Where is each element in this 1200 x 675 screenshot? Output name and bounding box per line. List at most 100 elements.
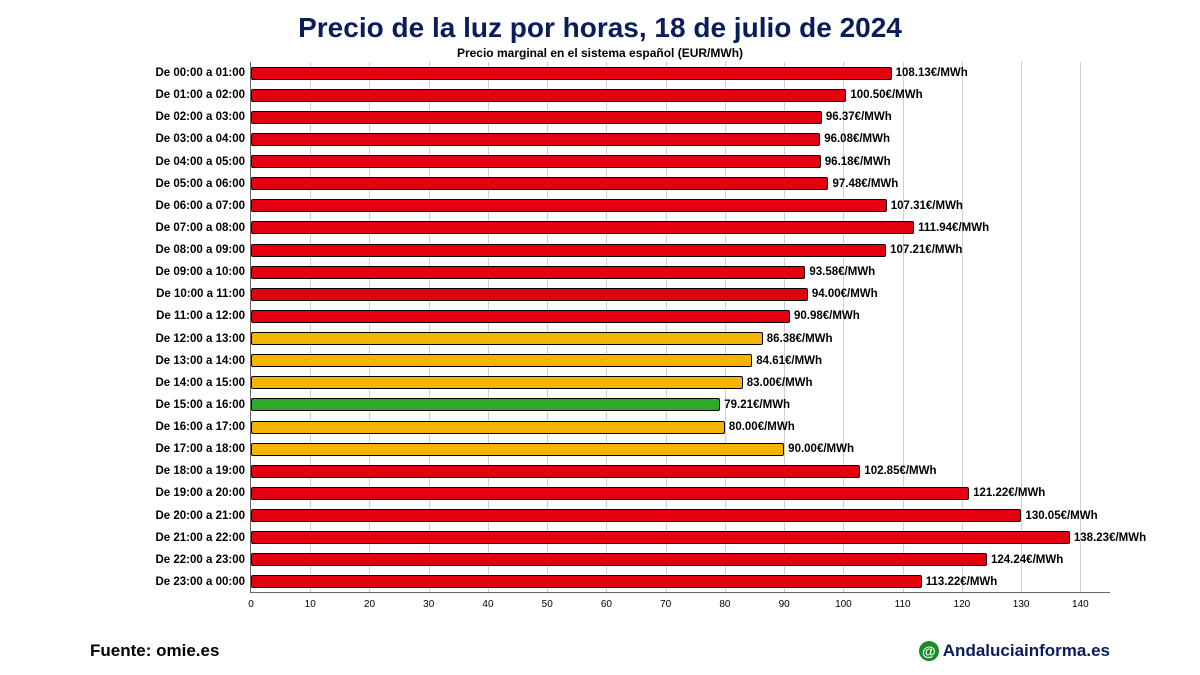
- value-label: 90.98€/MWh: [794, 310, 860, 322]
- category-label: De 05:00 a 06:00: [90, 178, 245, 190]
- chart-area: 0102030405060708090100110120130140108.13…: [90, 62, 1110, 615]
- category-label: De 14:00 a 15:00: [90, 377, 245, 389]
- bar: [251, 177, 828, 190]
- brand-label: @ Andaluciainforma.es: [919, 641, 1110, 661]
- bar-row: 102.85€/MWh: [251, 463, 1110, 480]
- x-tick-label: 50: [542, 599, 553, 610]
- value-label: 107.21€/MWh: [890, 244, 962, 256]
- bar-row: 86.38€/MWh: [251, 330, 1110, 347]
- bar: [251, 465, 860, 478]
- category-label: De 04:00 a 05:00: [90, 156, 245, 168]
- bar: [251, 221, 914, 234]
- brand-text: Andaluciainforma.es: [943, 641, 1110, 661]
- value-label: 96.18€/MWh: [825, 156, 891, 168]
- value-label: 94.00€/MWh: [812, 288, 878, 300]
- x-tick-label: 10: [305, 599, 316, 610]
- bar-row: 93.58€/MWh: [251, 264, 1110, 281]
- bar-row: 97.48€/MWh: [251, 175, 1110, 192]
- bar-row: 113.22€/MWh: [251, 573, 1110, 590]
- bar: [251, 531, 1070, 544]
- category-label: De 07:00 a 08:00: [90, 222, 245, 234]
- x-tick-label: 90: [779, 599, 790, 610]
- source-label: Fuente: omie.es: [90, 641, 219, 661]
- bar: [251, 443, 784, 456]
- value-label: 113.22€/MWh: [926, 576, 998, 588]
- bar-row: 84.61€/MWh: [251, 352, 1110, 369]
- bar-row: 94.00€/MWh: [251, 286, 1110, 303]
- bar: [251, 575, 922, 588]
- category-label: De 15:00 a 16:00: [90, 399, 245, 411]
- bar-row: 96.18€/MWh: [251, 153, 1110, 170]
- bar-row: 79.21€/MWh: [251, 396, 1110, 413]
- category-label: De 00:00 a 01:00: [90, 67, 245, 79]
- bar: [251, 553, 987, 566]
- bar: [251, 244, 886, 257]
- category-label: De 11:00 a 12:00: [90, 310, 245, 322]
- category-label: De 16:00 a 17:00: [90, 421, 245, 433]
- category-label: De 20:00 a 21:00: [90, 510, 245, 522]
- bar: [251, 421, 725, 434]
- bar-row: 96.37€/MWh: [251, 109, 1110, 126]
- bar: [251, 89, 846, 102]
- category-label: De 08:00 a 09:00: [90, 244, 245, 256]
- bar-row: 108.13€/MWh: [251, 65, 1110, 82]
- bar: [251, 111, 822, 124]
- bar-row: 121.22€/MWh: [251, 485, 1110, 502]
- bar: [251, 332, 763, 345]
- category-label: De 19:00 a 20:00: [90, 487, 245, 499]
- category-label: De 01:00 a 02:00: [90, 89, 245, 101]
- plot-area: 0102030405060708090100110120130140108.13…: [250, 62, 1110, 593]
- bar: [251, 487, 969, 500]
- bar-row: 107.21€/MWh: [251, 242, 1110, 259]
- x-tick-label: 20: [364, 599, 375, 610]
- bar-row: 107.31€/MWh: [251, 197, 1110, 214]
- bar: [251, 67, 892, 80]
- x-tick-label: 70: [660, 599, 671, 610]
- bar-row: 96.08€/MWh: [251, 131, 1110, 148]
- value-label: 96.37€/MWh: [826, 111, 892, 123]
- x-tick-label: 140: [1072, 599, 1089, 610]
- bar: [251, 509, 1021, 522]
- category-label: De 18:00 a 19:00: [90, 465, 245, 477]
- value-label: 124.24€/MWh: [991, 554, 1063, 566]
- bar-row: 90.98€/MWh: [251, 308, 1110, 325]
- bar-row: 111.94€/MWh: [251, 219, 1110, 236]
- value-label: 96.08€/MWh: [824, 133, 890, 145]
- bar: [251, 310, 790, 323]
- chart-subtitle: Precio marginal en el sistema español (E…: [0, 46, 1200, 60]
- bar: [251, 288, 808, 301]
- value-label: 111.94€/MWh: [918, 222, 989, 234]
- bar-row: 100.50€/MWh: [251, 87, 1110, 104]
- bar: [251, 398, 720, 411]
- bar: [251, 133, 820, 146]
- value-label: 102.85€/MWh: [864, 465, 936, 477]
- value-label: 83.00€/MWh: [747, 377, 813, 389]
- at-icon: @: [919, 641, 939, 661]
- x-tick-label: 40: [482, 599, 493, 610]
- value-label: 80.00€/MWh: [729, 421, 795, 433]
- value-label: 108.13€/MWh: [896, 67, 968, 79]
- bar-row: 83.00€/MWh: [251, 374, 1110, 391]
- value-label: 100.50€/MWh: [850, 89, 922, 101]
- x-tick-label: 110: [895, 599, 911, 610]
- bar: [251, 266, 805, 279]
- value-label: 121.22€/MWh: [973, 487, 1045, 499]
- bar: [251, 376, 743, 389]
- bar-row: 80.00€/MWh: [251, 419, 1110, 436]
- chart-title: Precio de la luz por horas, 18 de julio …: [0, 0, 1200, 44]
- x-tick-label: 100: [835, 599, 852, 610]
- bar-row: 130.05€/MWh: [251, 507, 1110, 524]
- value-label: 107.31€/MWh: [891, 200, 963, 212]
- x-tick-label: 60: [601, 599, 612, 610]
- x-tick-label: 120: [954, 599, 971, 610]
- value-label: 84.61€/MWh: [756, 355, 822, 367]
- value-label: 86.38€/MWh: [767, 333, 833, 345]
- value-label: 79.21€/MWh: [724, 399, 790, 411]
- category-label: De 02:00 a 03:00: [90, 111, 245, 123]
- x-tick-label: 0: [248, 599, 254, 610]
- value-label: 138.23€/MWh: [1074, 532, 1146, 544]
- category-label: De 10:00 a 11:00: [90, 288, 245, 300]
- bar-row: 90.00€/MWh: [251, 441, 1110, 458]
- category-label: De 13:00 a 14:00: [90, 355, 245, 367]
- bar: [251, 199, 887, 212]
